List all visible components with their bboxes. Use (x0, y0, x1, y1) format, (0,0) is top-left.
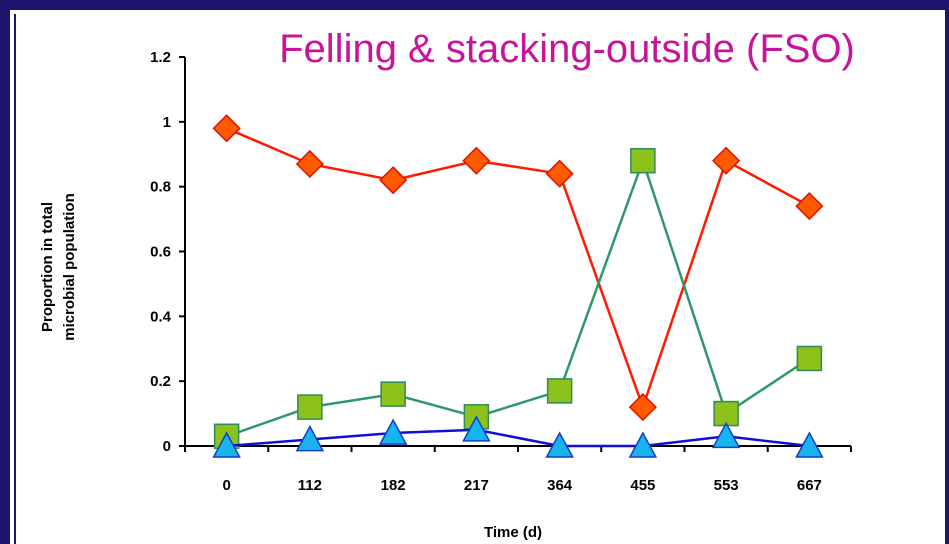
diamond-point (545, 159, 574, 188)
diamond-point (462, 146, 491, 175)
y-tick-label: 1.2 (150, 49, 171, 66)
series-2 (213, 147, 823, 450)
square-point (297, 394, 323, 420)
triangle-point (295, 424, 325, 452)
diamond-point (295, 149, 324, 179)
series-1 (212, 114, 824, 422)
y-tick-label: 0.4 (150, 308, 172, 325)
axes: 0 0.2 0.4 0.6 0.8 1 1.2 0 112 182 217 364 455 553 667 (150, 49, 852, 494)
x-axis-title: Time (d) (484, 524, 542, 541)
diamond-point (212, 114, 241, 143)
chart-title: Felling & stacking-outside (FSO) (279, 27, 855, 71)
y-tick-label: 0.6 (150, 244, 171, 261)
triangle-point (212, 431, 241, 458)
square-point (713, 400, 739, 427)
x-tick-label: 112 (298, 477, 322, 494)
x-tick-label: 0 (222, 477, 230, 494)
x-tick-label: 455 (630, 477, 655, 494)
y-tick-label: 0 (163, 438, 171, 455)
triangle-point (378, 418, 408, 445)
triangle-point (795, 431, 824, 458)
series-3 (212, 415, 824, 458)
triangle-point (711, 421, 741, 449)
x-tick-label: 553 (714, 477, 739, 494)
square-point (380, 381, 406, 407)
y-tick-label: 1 (163, 114, 171, 131)
y-tick-label: 0.2 (150, 373, 171, 390)
y-tick-label: 0.8 (150, 179, 171, 196)
triangle-point (628, 431, 658, 458)
x-tick-label: 364 (547, 477, 573, 494)
x-tick-label: 667 (797, 477, 822, 494)
series-2-line (226, 156, 811, 438)
square-point (546, 378, 573, 404)
x-tick-label: 182 (381, 477, 406, 494)
series-layer (212, 114, 824, 458)
diamond-point (379, 166, 408, 195)
diamond-point (795, 192, 824, 221)
square-point (796, 345, 823, 372)
diamond-point (628, 393, 657, 422)
y-axis-title-line-1: Proportion in total (39, 202, 56, 332)
square-point (630, 147, 656, 174)
y-axis-title-line-2: microbial population (61, 193, 78, 341)
triangle-point (462, 415, 491, 442)
x-tick-label: 217 (464, 477, 489, 494)
frame-inner-line (14, 14, 16, 544)
series-1-line (226, 127, 810, 411)
y-axis-title: Proportion in total microbial population (39, 193, 78, 341)
triangle-point (545, 431, 574, 458)
series-3-line (226, 428, 810, 448)
diamond-point (712, 146, 741, 175)
